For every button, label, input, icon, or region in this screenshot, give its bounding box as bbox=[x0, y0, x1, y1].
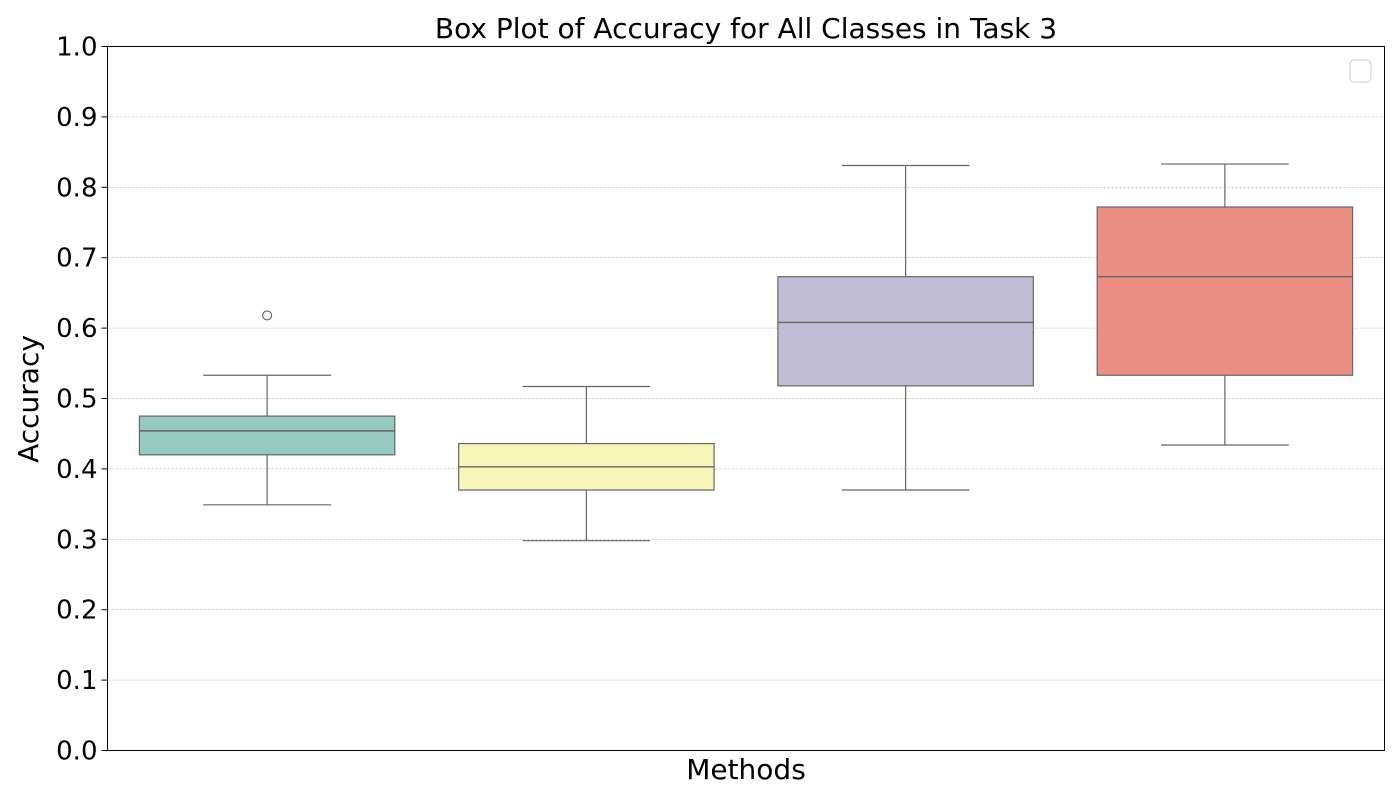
box-body bbox=[138, 415, 396, 456]
box-3 bbox=[777, 164, 1034, 491]
y-axis-ticks: 0.0 0.1 0.2 0.3 0.4 0.5 0.6 0.7 0.8 0.9 1.0 bbox=[56, 33, 108, 767]
plot-frame bbox=[107, 46, 1385, 751]
outlier-point bbox=[262, 310, 273, 321]
y-tick-label: 0.6 bbox=[56, 314, 97, 344]
box-4 bbox=[1096, 163, 1354, 446]
y-gridlines bbox=[107, 116, 1385, 681]
box-body bbox=[1096, 206, 1354, 376]
box-2 bbox=[458, 385, 715, 542]
boxes bbox=[138, 163, 1354, 542]
x-axis-label: Methods bbox=[686, 753, 806, 786]
y-tick-label: 0.8 bbox=[56, 173, 97, 203]
y-axis-label: Accuracy bbox=[12, 335, 45, 463]
y-tick-label: 0.0 bbox=[56, 737, 97, 767]
y-tick-label: 0.2 bbox=[56, 596, 97, 626]
box-1 bbox=[138, 310, 396, 506]
y-tick-label: 0.1 bbox=[56, 666, 97, 696]
chart-title: Box Plot of Accuracy for All Classes in … bbox=[435, 12, 1057, 45]
y-tick-label: 1.0 bbox=[56, 33, 97, 63]
y-tick-label: 0.7 bbox=[56, 244, 97, 274]
legend-box bbox=[1349, 59, 1372, 83]
y-tick-label: 0.5 bbox=[56, 385, 97, 415]
y-tick-label: 0.9 bbox=[56, 103, 97, 133]
box-body bbox=[777, 276, 1034, 387]
y-tick-label: 0.4 bbox=[56, 455, 97, 485]
y-tick-label: 0.3 bbox=[56, 525, 97, 555]
